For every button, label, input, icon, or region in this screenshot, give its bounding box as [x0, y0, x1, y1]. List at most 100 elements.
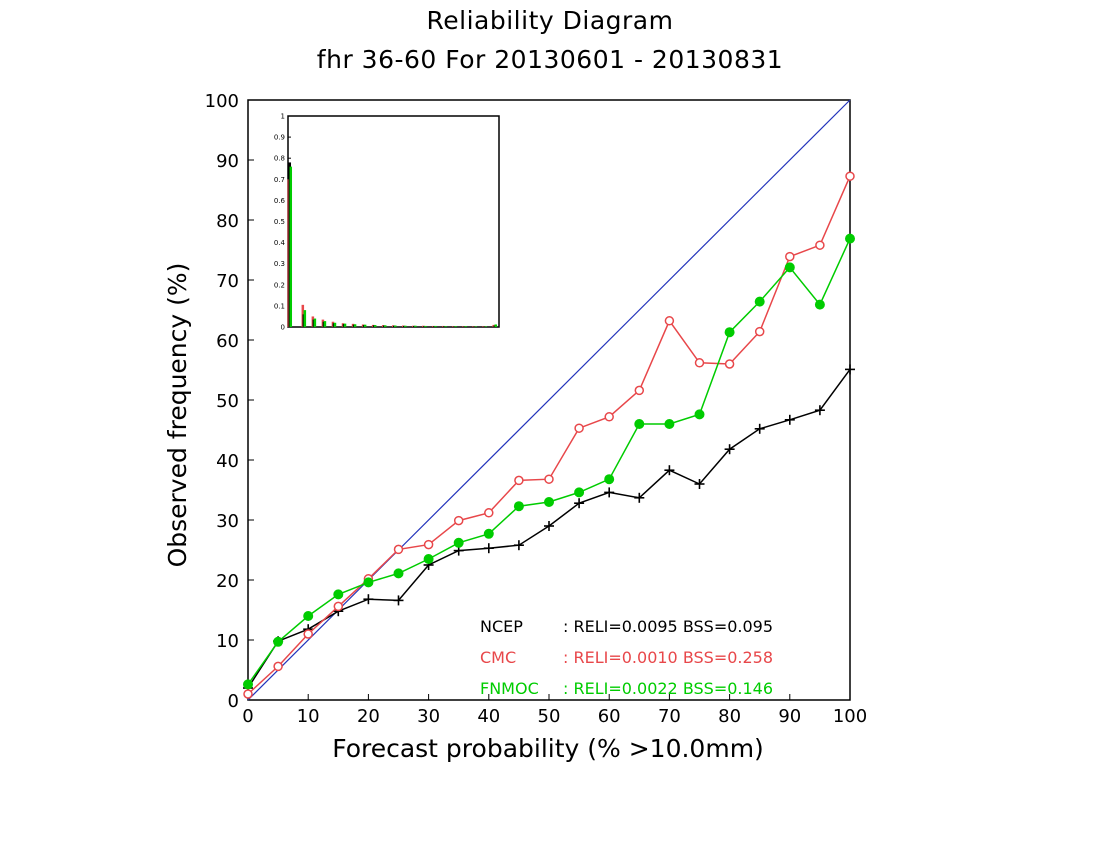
inset-bar-fnmoc	[414, 325, 417, 327]
point-cmc	[273, 661, 283, 672]
point-ncep	[574, 498, 585, 509]
inset-bar-fnmoc	[474, 326, 477, 327]
inset-bar-fnmoc	[303, 310, 307, 327]
point-cmc	[453, 515, 464, 526]
point-fnmoc	[273, 636, 284, 647]
inset-bar-fnmoc	[343, 323, 347, 327]
point-fnmoc	[483, 528, 494, 539]
point-fnmoc	[814, 299, 825, 310]
point-cmc	[785, 251, 795, 262]
y-tick-label: 70	[216, 271, 239, 292]
chart-title: Reliability Diagram	[426, 6, 674, 35]
point-ncep	[544, 521, 554, 531]
x-tick-label: 40	[477, 706, 500, 727]
y-tick-label: 10	[216, 631, 239, 652]
point-ncep	[363, 594, 374, 605]
inset-y-tick-label: 0.2	[274, 281, 285, 289]
point-ncep	[754, 423, 765, 434]
point-ncep	[604, 487, 615, 498]
point-cmc	[634, 385, 645, 396]
y-tick-label: 60	[216, 331, 239, 352]
inset-bar-fnmoc	[383, 325, 387, 327]
point-fnmoc	[724, 327, 735, 338]
series-layer	[243, 171, 855, 699]
x-tick-label: 60	[598, 706, 621, 727]
point-fnmoc	[363, 577, 374, 588]
point-fnmoc	[303, 611, 314, 621]
point-fnmoc	[243, 679, 253, 690]
inset-y-tick-label: 0	[281, 324, 285, 332]
point-fnmoc	[784, 262, 795, 273]
point-ncep	[513, 540, 524, 551]
inset-y-tick-label: 1	[281, 113, 285, 121]
x-axis-label: Forecast probability (% >10.0mm)	[332, 734, 764, 763]
point-cmc	[423, 539, 434, 550]
inset-y-tick-label: 0.6	[274, 197, 286, 205]
inset-bar-fnmoc	[333, 322, 337, 327]
point-cmc	[303, 629, 313, 639]
inset-bar-fnmoc	[434, 325, 437, 327]
point-cmc	[243, 689, 253, 699]
point-ncep	[845, 364, 855, 375]
point-ncep	[724, 444, 735, 455]
point-fnmoc	[574, 487, 585, 498]
inset-histogram: 0 0.1 0.2 0.3 0.4 0.5 0.6 0.7 0.8 0.9 1	[274, 113, 500, 332]
y-tick-label: 20	[216, 571, 239, 592]
point-ncep	[393, 595, 404, 606]
legend-stats-ncep: : RELI=0.0095 BSS=0.095	[563, 617, 773, 636]
point-fnmoc	[845, 233, 855, 244]
x-tick-label: 10	[297, 706, 320, 727]
point-ncep	[664, 465, 675, 476]
point-ncep	[784, 414, 795, 425]
point-cmc	[664, 316, 675, 326]
y-tick-label: 0	[228, 691, 239, 712]
inset-bar-fnmoc	[484, 326, 487, 327]
point-cmc	[754, 326, 765, 337]
point-fnmoc	[333, 589, 344, 600]
inset-y-tick-label: 0.9	[274, 134, 285, 142]
inset-bar-fnmoc	[394, 325, 397, 327]
point-cmc	[484, 508, 494, 518]
x-tick-label: 100	[833, 706, 867, 727]
inset-y-tick-label: 0.8	[274, 155, 285, 163]
point-cmc	[333, 601, 344, 612]
inset-y-tick-label: 0.3	[274, 260, 285, 268]
inset-bar-fnmoc	[444, 326, 447, 327]
y-tick-label: 80	[216, 211, 239, 232]
point-fnmoc	[513, 501, 524, 512]
point-ncep	[694, 479, 705, 489]
point-ncep	[814, 405, 825, 416]
inset-bar-fnmoc	[363, 324, 367, 327]
inset-bar-fnmoc	[424, 325, 427, 327]
inset-bar-fnmoc	[464, 326, 467, 327]
point-fnmoc	[634, 419, 645, 429]
y-tick-label: 100	[205, 91, 239, 112]
legend-name-cmc: CMC	[480, 648, 516, 667]
y-tick-label: 30	[216, 511, 239, 532]
point-fnmoc	[544, 497, 554, 507]
legend-name-ncep: NCEP	[480, 617, 523, 636]
x-tick-label: 80	[718, 706, 741, 727]
inset-bar-fnmoc	[494, 324, 497, 327]
point-cmc	[544, 474, 554, 484]
legend: NCEP : RELI=0.0095 BSS=0.095 CMC : RELI=0.0…	[480, 617, 773, 698]
x-tick-label: 20	[357, 706, 380, 727]
x-tick-label: 30	[417, 706, 440, 727]
point-cmc	[514, 475, 524, 486]
chart-subtitle: fhr 36-60 For 20130601 - 20130831	[316, 45, 784, 74]
point-fnmoc	[393, 568, 404, 579]
point-fnmoc	[423, 554, 434, 564]
inset-y-tick-label: 0.4	[274, 239, 286, 247]
point-ncep	[634, 492, 645, 503]
perfect-reliability-line	[247, 99, 851, 701]
inset-bar-fnmoc	[454, 326, 457, 327]
inset-y-tick-label: 0.1	[274, 302, 285, 310]
x-tick-label: 50	[538, 706, 561, 727]
inset-bar-fnmoc	[353, 324, 357, 327]
y-tick-label: 50	[216, 391, 239, 412]
point-cmc	[393, 544, 404, 555]
legend-stats-fnmoc: : RELI=0.0022 BSS=0.146	[563, 679, 773, 698]
x-tick-label: 90	[778, 706, 801, 727]
inset-y-tick-label: 0.7	[274, 176, 285, 184]
